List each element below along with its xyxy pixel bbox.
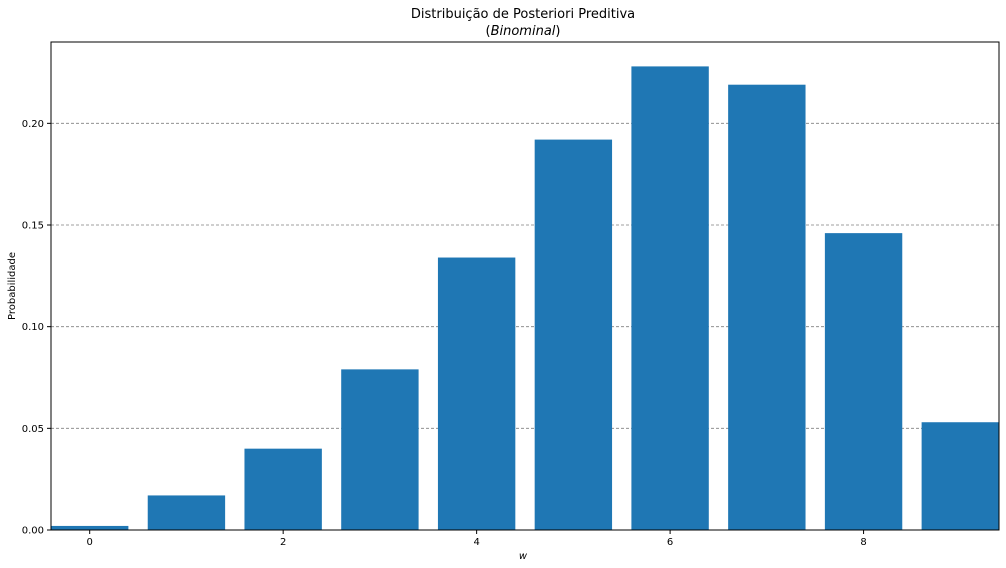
x-tick-label: 2 bbox=[280, 537, 286, 548]
chart-subtitle: (Binominal) bbox=[486, 24, 561, 39]
y-axis-label: Probabilidade bbox=[7, 252, 18, 320]
subtitle-close: ) bbox=[555, 24, 560, 39]
x-tick-label: 4 bbox=[473, 537, 479, 548]
ticks: 0 2 4 6 8 0.00 0.05 0.10 0.15 0.20 bbox=[22, 119, 867, 548]
bar bbox=[341, 369, 419, 530]
bar bbox=[728, 84, 806, 530]
bar bbox=[534, 139, 613, 530]
x-tick-label: 6 bbox=[667, 537, 673, 548]
subtitle-open: ( bbox=[486, 24, 491, 39]
bars bbox=[51, 66, 999, 531]
x-tick-label: 8 bbox=[860, 537, 866, 548]
subtitle-italic: Binominal bbox=[491, 24, 556, 39]
chart-title: Distribuição de Posteriori Preditiva bbox=[411, 7, 635, 22]
y-tick-label: 0.20 bbox=[22, 119, 44, 130]
y-tick-label: 0.15 bbox=[22, 221, 44, 232]
bar bbox=[244, 448, 322, 530]
bar bbox=[437, 257, 516, 530]
bar bbox=[921, 422, 999, 530]
y-tick-label: 0.00 bbox=[22, 526, 44, 537]
axes bbox=[50, 41, 1000, 531]
y-tick-label: 0.10 bbox=[22, 322, 44, 333]
bar bbox=[631, 66, 709, 531]
bar bbox=[147, 495, 226, 530]
bar bbox=[51, 525, 129, 530]
x-axis-label: w bbox=[519, 551, 528, 562]
plot-frame bbox=[50, 41, 1000, 531]
y-tick-label: 0.05 bbox=[22, 424, 44, 435]
x-tick-label: 0 bbox=[87, 537, 93, 548]
bar bbox=[824, 233, 903, 530]
